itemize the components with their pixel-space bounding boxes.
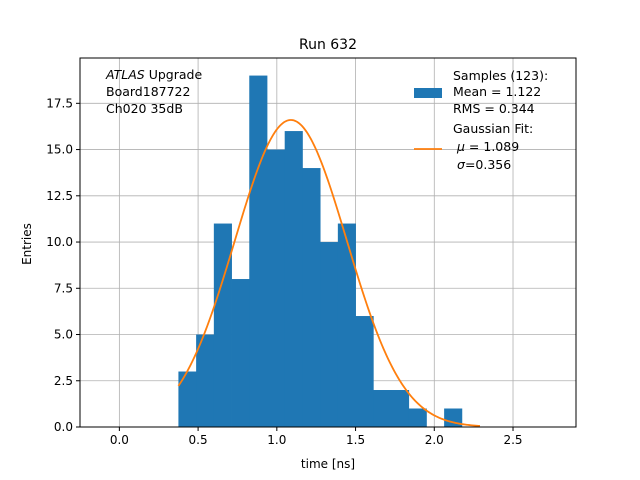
annotation-line-2: Board187722	[106, 84, 190, 99]
histogram-bar-4	[249, 75, 268, 428]
y-tick-label-4: 10.0	[46, 235, 73, 249]
annotation-upgrade: Upgrade	[145, 67, 203, 82]
y-tick-label-6: 15.0	[46, 143, 73, 157]
y-axis-ticks: 0.0 2.5 5.0 7.5 10.0 12.5 15.0 17.5	[46, 96, 80, 434]
legend-sigma-symbol: σ	[457, 157, 466, 172]
legend-sigma-value: =0.356	[465, 157, 511, 172]
legend-fit-mu: μ = 1.089	[456, 139, 519, 154]
chart-title: Run 632	[299, 37, 357, 53]
x-axis-ticks: 0.0 0.5 1.0 1.5 2.0 2.5	[110, 427, 523, 447]
y-tick-label-1: 2.5	[54, 374, 73, 388]
x-tick-label-4: 2.0	[425, 433, 444, 447]
annotation-atlas: ATLAS	[105, 67, 145, 82]
x-tick-label-5: 2.5	[503, 433, 522, 447]
legend-fit-line-1: Gaussian Fit:	[453, 121, 533, 136]
y-tick-label-2: 5.0	[54, 328, 73, 342]
x-tick-label-3: 1.5	[346, 433, 365, 447]
legend-samples-swatch	[414, 88, 442, 98]
histogram-bar-12	[390, 390, 410, 427]
legend-samples-line-2: Mean = 1.122	[453, 84, 541, 99]
x-tick-label-1: 0.5	[189, 433, 208, 447]
annotation-line-3: Ch020 35dB	[106, 101, 183, 116]
y-tick-label-5: 12.5	[46, 189, 73, 203]
annotation-line-1: ATLAS Upgrade	[105, 67, 202, 82]
y-axis-label: Entries	[20, 223, 34, 265]
histogram-bar-11	[373, 390, 392, 427]
histogram-bar-1	[196, 334, 215, 427]
y-tick-label-3: 7.5	[54, 281, 73, 295]
legend-mu-value: = 1.089	[465, 139, 519, 154]
histogram-bar-15	[444, 408, 463, 427]
y-tick-label-0: 0.0	[54, 420, 73, 434]
legend-samples-line-3: RMS = 0.344	[453, 101, 535, 116]
histogram-bar-3	[231, 279, 250, 427]
histogram-bar-13	[408, 408, 427, 427]
histogram-bar-5	[266, 149, 286, 427]
legend-fit-sigma: σ=0.356	[457, 157, 511, 172]
legend: Samples (123): Mean = 1.122 RMS = 0.344 …	[414, 68, 548, 172]
histogram-bar-7	[302, 168, 321, 428]
histogram-bar-10	[355, 316, 374, 427]
histogram-bar-0	[178, 371, 197, 427]
x-tick-label-0: 0.0	[110, 433, 129, 447]
histogram-bar-8	[320, 242, 339, 427]
atlas-annotation: ATLAS Upgrade Board187722 Ch020 35dB	[105, 67, 202, 116]
legend-mu-symbol: μ	[456, 139, 465, 154]
x-tick-label-2: 1.0	[267, 433, 286, 447]
gaussian-fit	[177, 119, 481, 427]
histogram-bars	[178, 75, 463, 428]
y-tick-label-7: 17.5	[46, 96, 73, 110]
gaussian-fit-curve	[177, 119, 481, 427]
legend-samples-line-1: Samples (123):	[453, 68, 548, 83]
histogram-bar-9	[337, 223, 356, 427]
histogram-bar-2	[213, 223, 232, 427]
histogram-bar-6	[284, 131, 303, 427]
x-axis-label: time [ns]	[301, 457, 355, 471]
